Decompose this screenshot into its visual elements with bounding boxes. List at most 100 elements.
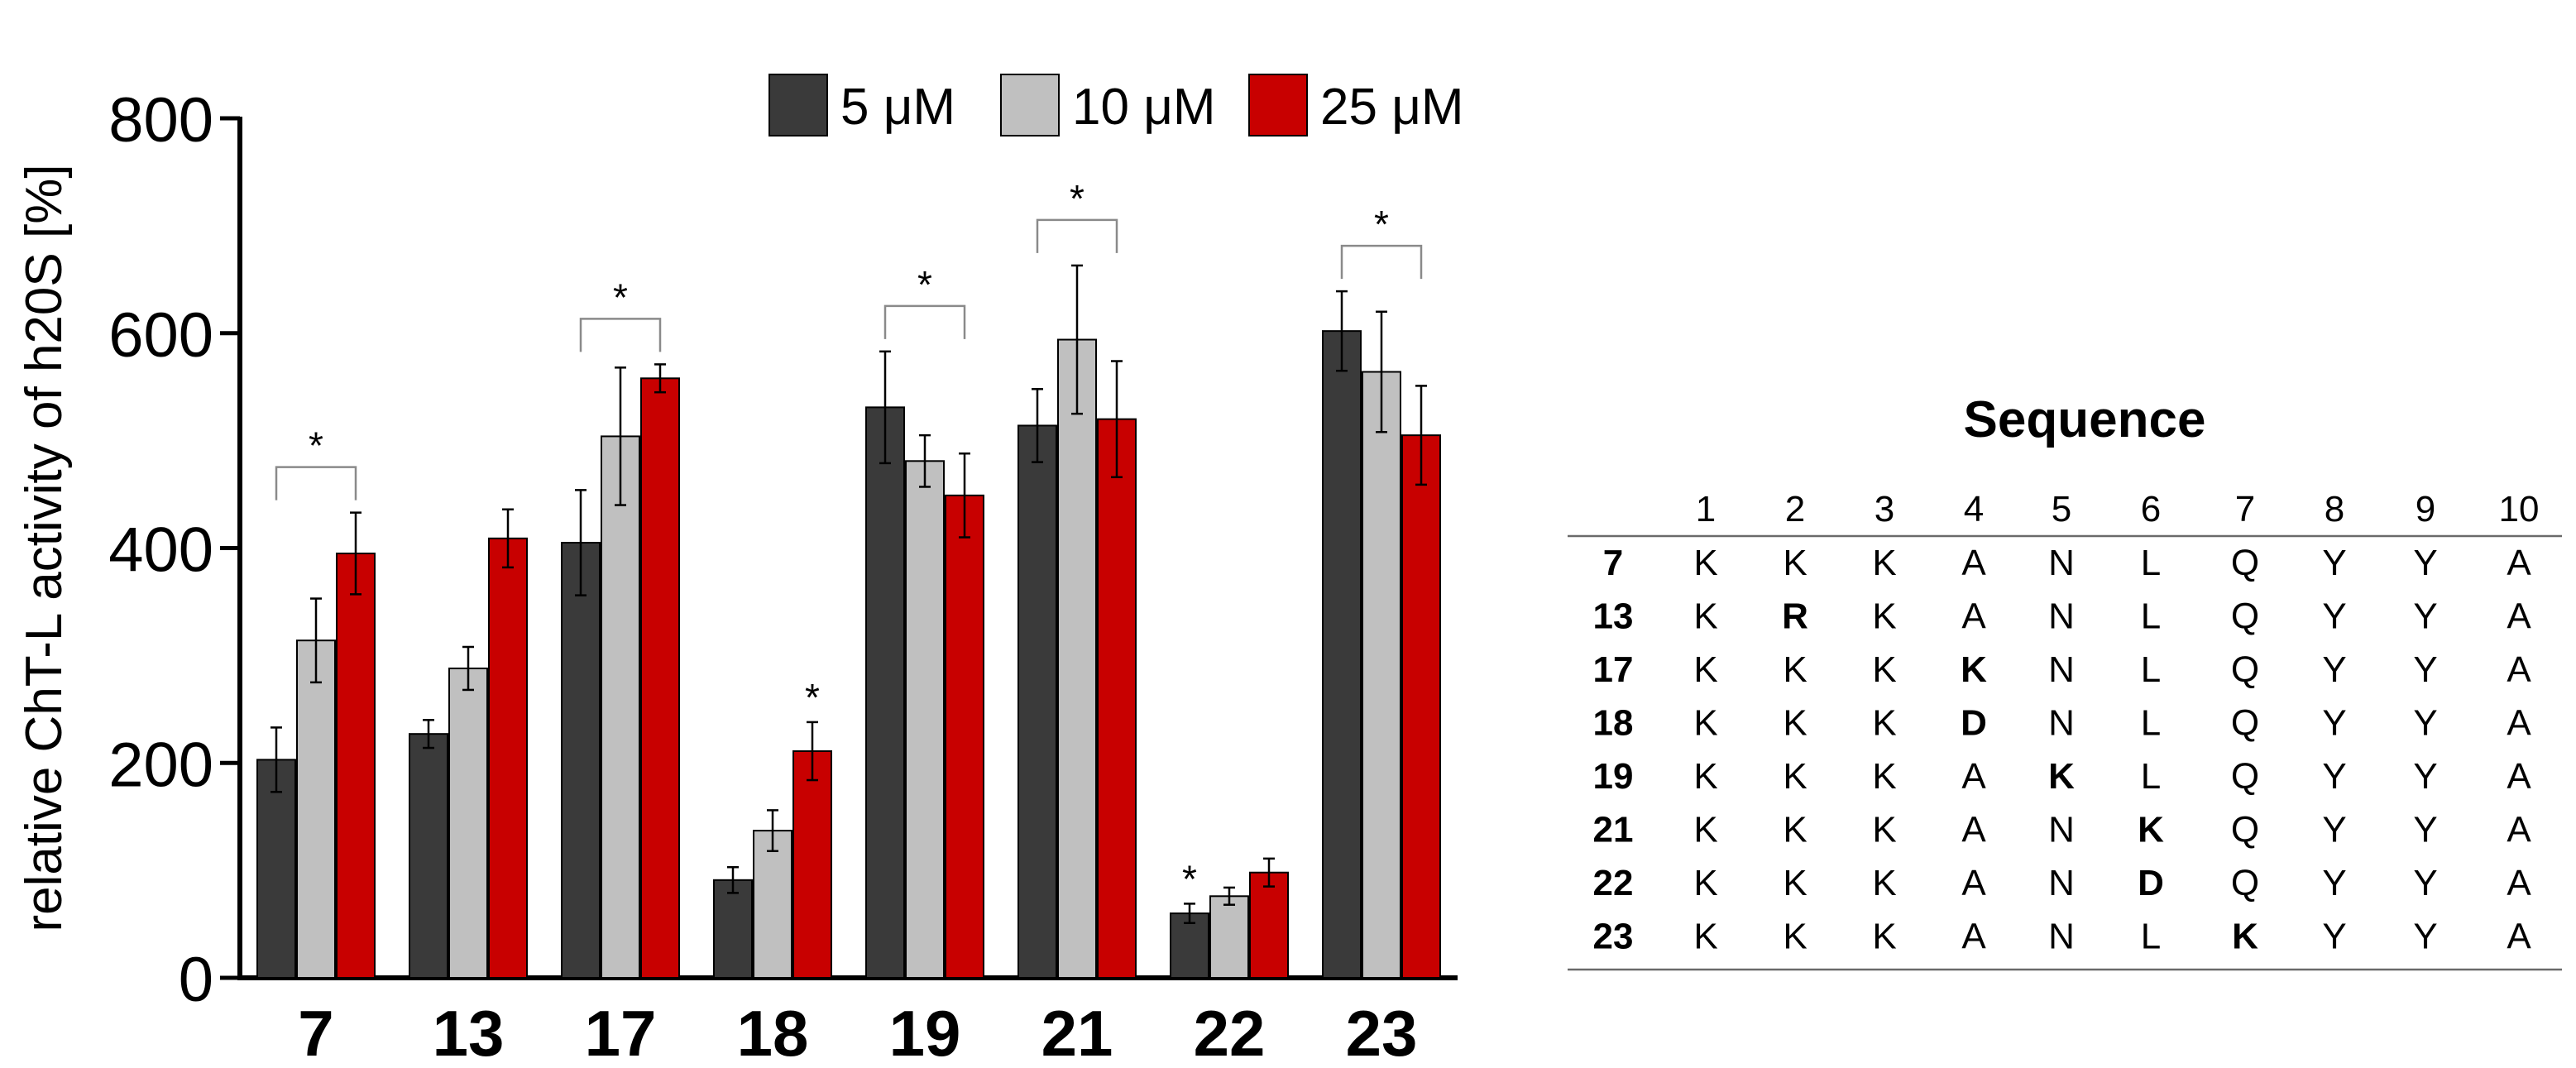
table-cell: K [2138, 810, 2164, 850]
y-axis-title: relative ChT-L activity of h20S [%] [16, 164, 73, 932]
table-cell: Y [2413, 810, 2437, 850]
significance-star: * [917, 263, 932, 306]
table-row-id: 19 [1593, 756, 1634, 797]
bar [1017, 424, 1057, 979]
table-cell: Q [2231, 543, 2259, 583]
table-cell: A [2507, 649, 2531, 690]
y-tick-label: 800 [108, 85, 213, 156]
table-cell: Q [2231, 596, 2259, 637]
x-tick-label: 18 [737, 997, 809, 1068]
bar [640, 377, 680, 979]
legend-label: 25 μM [1320, 79, 1464, 136]
y-tick-label: 400 [108, 515, 213, 586]
table-cell: Y [2413, 917, 2437, 957]
y-tick-label: 600 [108, 300, 213, 371]
y-tick-label: 0 [179, 945, 213, 1015]
significance-bracket [579, 318, 662, 352]
table-column-header: 2 [1785, 489, 1805, 529]
significance-bracket [1036, 218, 1118, 253]
x-tick-label: 7 [298, 997, 333, 1068]
bar [601, 435, 640, 979]
table-cell: K [1783, 543, 1807, 583]
significance-star: * [1374, 203, 1389, 246]
table-cell: Y [2322, 596, 2346, 637]
table-cell: K [1693, 810, 1717, 850]
table-row-id: 21 [1593, 810, 1634, 850]
x-tick-label: 22 [1194, 997, 1266, 1068]
table-cell: K [1783, 863, 1807, 903]
table-cell: K [1872, 863, 1896, 903]
table-column-header: 9 [2416, 489, 2435, 529]
table-cell: K [1872, 596, 1896, 637]
legend-swatch [1248, 74, 1308, 136]
table-cell: A [1961, 756, 1986, 797]
table-cell: Y [2322, 917, 2346, 957]
table-cell: N [2048, 543, 2075, 583]
table-title: Sequence [1964, 391, 2206, 448]
table-column-header: 7 [2235, 489, 2255, 529]
table-cell: K [1693, 917, 1717, 957]
table-cell: A [1961, 596, 1986, 637]
table-cell: L [2141, 596, 2161, 637]
bar [336, 552, 376, 979]
x-tick-label: 23 [1346, 997, 1418, 1068]
bar [1322, 330, 1362, 979]
significance-star: * [805, 676, 820, 719]
table-cell: L [2141, 703, 2161, 744]
table-cell: N [2048, 649, 2075, 690]
table-cell: L [2141, 649, 2161, 690]
significance-star: * [613, 275, 628, 318]
bar [409, 733, 448, 979]
significance-star: * [309, 424, 323, 467]
bar [792, 750, 832, 979]
table-cell: Y [2322, 703, 2346, 744]
table-cell: A [1961, 863, 1986, 903]
table-cell: K [1783, 703, 1807, 744]
bar [1097, 418, 1137, 979]
table-cell: Y [2322, 649, 2346, 690]
table-cell: D [2138, 863, 2164, 903]
table-cell: A [1961, 917, 1986, 957]
table-row-id: 23 [1593, 917, 1634, 957]
table-cell: A [2507, 917, 2531, 957]
bar [561, 542, 601, 979]
table-cell: Y [2322, 810, 2346, 850]
table-cell: Y [2413, 543, 2437, 583]
bar [945, 494, 984, 979]
legend-label: 10 μM [1072, 79, 1216, 136]
table-row-id: 22 [1593, 863, 1634, 903]
x-tick-label: 21 [1041, 997, 1113, 1068]
table-cell: Y [2413, 863, 2437, 903]
bar [1401, 434, 1441, 979]
table-cell: A [1961, 810, 1986, 850]
significance-bracket [883, 304, 966, 339]
table-row-id: 17 [1593, 649, 1634, 690]
table-cell: Q [2231, 810, 2259, 850]
table-cell: K [1693, 863, 1717, 903]
table-cell: N [2048, 596, 2075, 637]
table-cell: K [1783, 917, 1807, 957]
table-cell: A [2507, 810, 2531, 850]
table-cell: A [2507, 863, 2531, 903]
table-column-header: 10 [2499, 489, 2540, 529]
table-cell: K [1693, 703, 1717, 744]
table-cell: N [2048, 703, 2075, 744]
bar [488, 537, 528, 979]
bar [448, 667, 488, 979]
bar [1249, 871, 1289, 979]
table-cell: Q [2231, 863, 2259, 903]
bar [1209, 895, 1249, 979]
bar [905, 460, 945, 979]
x-tick-label: 13 [433, 997, 505, 1068]
table-cell: K [1961, 649, 1987, 690]
table-cell: K [1693, 596, 1717, 637]
bar [296, 639, 336, 979]
table-cell: Y [2322, 863, 2346, 903]
table-cell: K [1783, 756, 1807, 797]
bar [256, 759, 296, 979]
bar [865, 406, 905, 979]
table-cell: A [2507, 596, 2531, 637]
bar-chart: 0 200 400 600 800 relative ChT-L activity of … [16, 74, 1464, 1068]
significance-bracket [275, 466, 357, 500]
